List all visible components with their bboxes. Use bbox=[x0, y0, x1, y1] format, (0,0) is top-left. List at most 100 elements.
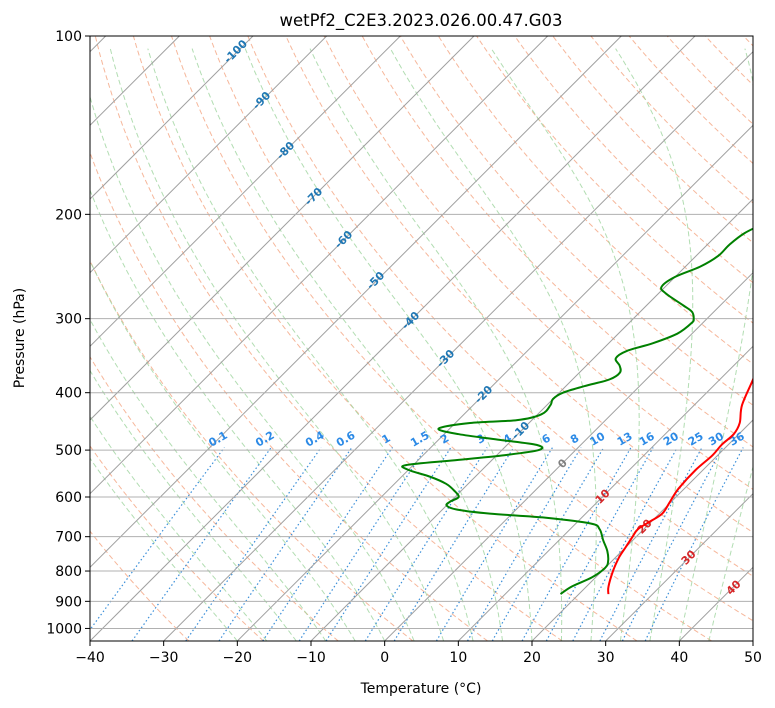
moist-adiabat-line bbox=[90, 188, 386, 641]
moist-adiabat-line bbox=[147, 48, 474, 641]
isotherm-line bbox=[531, 419, 753, 641]
y-tick-label: 400 bbox=[55, 386, 82, 402]
isotherm-line bbox=[163, 50, 753, 641]
chart-title: wetPf2_C2E3.2023.026.00.47.G03 bbox=[279, 11, 562, 31]
mixing-ratio-label: 1 bbox=[380, 432, 393, 447]
x-axis-label: Temperature (°C) bbox=[360, 681, 482, 697]
y-axis-label: Pressure (hPa) bbox=[12, 288, 28, 388]
mixing-ratio-label: 25 bbox=[686, 430, 706, 449]
dry-adiabat-line bbox=[171, 36, 712, 641]
x-axis: −40 −30 −20 −10 0 10 20 30 40 50 bbox=[75, 641, 762, 666]
mixing-ratio-label: 36 bbox=[727, 429, 747, 448]
y-axis: 100 200 300 400 500 600 700 800 900 1000 bbox=[46, 29, 90, 637]
x-tick-label: 10 bbox=[449, 650, 467, 666]
moist-adiabat-line bbox=[678, 48, 753, 641]
isotherm-line bbox=[90, 36, 622, 569]
dry-adiabat-line bbox=[590, 36, 753, 204]
mixing-ratio-line bbox=[218, 447, 353, 641]
dewpoint-profile bbox=[401, 227, 753, 595]
isotherm-line bbox=[752, 640, 753, 641]
dry-adiabat-line bbox=[90, 355, 339, 641]
mixing-ratio-line bbox=[185, 447, 322, 641]
background-lines bbox=[90, 36, 753, 641]
x-tick-label: 0 bbox=[380, 650, 389, 666]
y-tick-label: 200 bbox=[55, 207, 82, 223]
x-tick-label: −20 bbox=[223, 650, 253, 666]
mixing-ratio-line bbox=[90, 447, 225, 631]
isotherm-line bbox=[457, 345, 753, 641]
moist-adiabat-line bbox=[90, 415, 268, 641]
mixing-ratio-label: 30 bbox=[706, 429, 726, 448]
plot-frame bbox=[89, 35, 754, 642]
dry-adiabat-line bbox=[743, 36, 753, 47]
x-tick-label: 50 bbox=[744, 650, 762, 666]
moist-adiabat-line bbox=[90, 457, 238, 641]
dry-adiabat-line bbox=[552, 36, 753, 244]
mixing-ratio-labels: 0.1 0.2 0.4 0.6 1 1.5 2 3 4 6 8 10 13 16 20 25 30 36 bbox=[206, 428, 747, 449]
profiles bbox=[401, 227, 753, 595]
isotherm-label: -50 bbox=[364, 269, 387, 292]
dry-adiabat-line bbox=[94, 36, 563, 641]
isotherm-line bbox=[605, 492, 753, 641]
x-tick-label: −40 bbox=[75, 650, 105, 666]
isotherm-line bbox=[384, 271, 753, 641]
dry-adiabat-line bbox=[90, 151, 488, 641]
isotherm-line bbox=[678, 566, 753, 641]
temperature-profile bbox=[607, 376, 753, 595]
mixing-ratio-line bbox=[621, 447, 723, 641]
isotherm-line bbox=[90, 36, 696, 641]
x-tick-label: −30 bbox=[149, 650, 179, 666]
mixing-ratio-line bbox=[131, 447, 272, 641]
y-tick-label: 900 bbox=[55, 594, 82, 610]
x-tick-label: 20 bbox=[523, 650, 541, 666]
isotherm-line bbox=[90, 36, 328, 274]
mixing-ratio-line bbox=[466, 447, 582, 641]
dry-adiabat-line bbox=[323, 36, 753, 490]
x-tick-label: 30 bbox=[597, 650, 615, 666]
y-tick-label: 1000 bbox=[46, 621, 82, 637]
mixing-ratio-line bbox=[298, 447, 427, 641]
moist-adiabat-line bbox=[615, 48, 694, 641]
moist-adiabat-line bbox=[191, 48, 503, 641]
moist-adiabat-line bbox=[389, 48, 597, 641]
dry-adiabat-line bbox=[90, 530, 190, 641]
moist-adiabat-line bbox=[244, 48, 533, 641]
mixing-ratio-line bbox=[325, 447, 452, 641]
mixing-ratio-line bbox=[393, 447, 515, 641]
x-tick-label: −10 bbox=[296, 650, 326, 666]
mixing-ratio-label: 0.1 bbox=[206, 429, 229, 450]
dry-adiabat-line bbox=[666, 36, 753, 125]
y-tick-label: 700 bbox=[55, 530, 82, 546]
moist-adiabat-line bbox=[90, 259, 356, 641]
moist-adiabat-line bbox=[90, 95, 415, 641]
mixing-ratio-line bbox=[572, 447, 678, 641]
mixing-ratio-label: 20 bbox=[661, 429, 681, 448]
mixing-ratio-line bbox=[435, 447, 554, 641]
moist-adiabat-line bbox=[109, 48, 445, 641]
mixing-ratio-label: 6 bbox=[540, 431, 553, 446]
mixing-ratio-line bbox=[599, 447, 703, 641]
dry-adiabat-line bbox=[90, 259, 414, 641]
moist-adiabat-line bbox=[90, 318, 327, 641]
dry-adiabat-line bbox=[476, 36, 753, 324]
mixing-ratio-label: 1.5 bbox=[408, 429, 431, 450]
y-tick-label: 500 bbox=[55, 443, 82, 459]
y-tick-label: 100 bbox=[55, 29, 82, 45]
isotherm-line bbox=[90, 36, 549, 495]
mixing-ratio-label: 0.6 bbox=[334, 428, 358, 449]
mixing-ratio-label: 0.2 bbox=[253, 429, 276, 450]
mixing-ratio-label: 8 bbox=[568, 432, 581, 447]
dry-adiabat-line bbox=[132, 36, 638, 641]
mixing-ratio-line bbox=[644, 447, 744, 641]
mixing-ratio-label: 3 bbox=[474, 432, 487, 447]
y-tick-label: 600 bbox=[55, 490, 82, 506]
y-tick-label: 300 bbox=[55, 312, 82, 328]
moist-adiabat-line bbox=[309, 48, 563, 641]
isotherm-line bbox=[90, 36, 401, 348]
adiabat-label: 40 bbox=[724, 577, 744, 597]
dry-adiabat-line bbox=[437, 36, 753, 365]
moist-adiabat-line bbox=[708, 465, 753, 641]
mixing-ratio-line bbox=[491, 447, 605, 641]
moist-adiabat-line bbox=[490, 48, 640, 641]
